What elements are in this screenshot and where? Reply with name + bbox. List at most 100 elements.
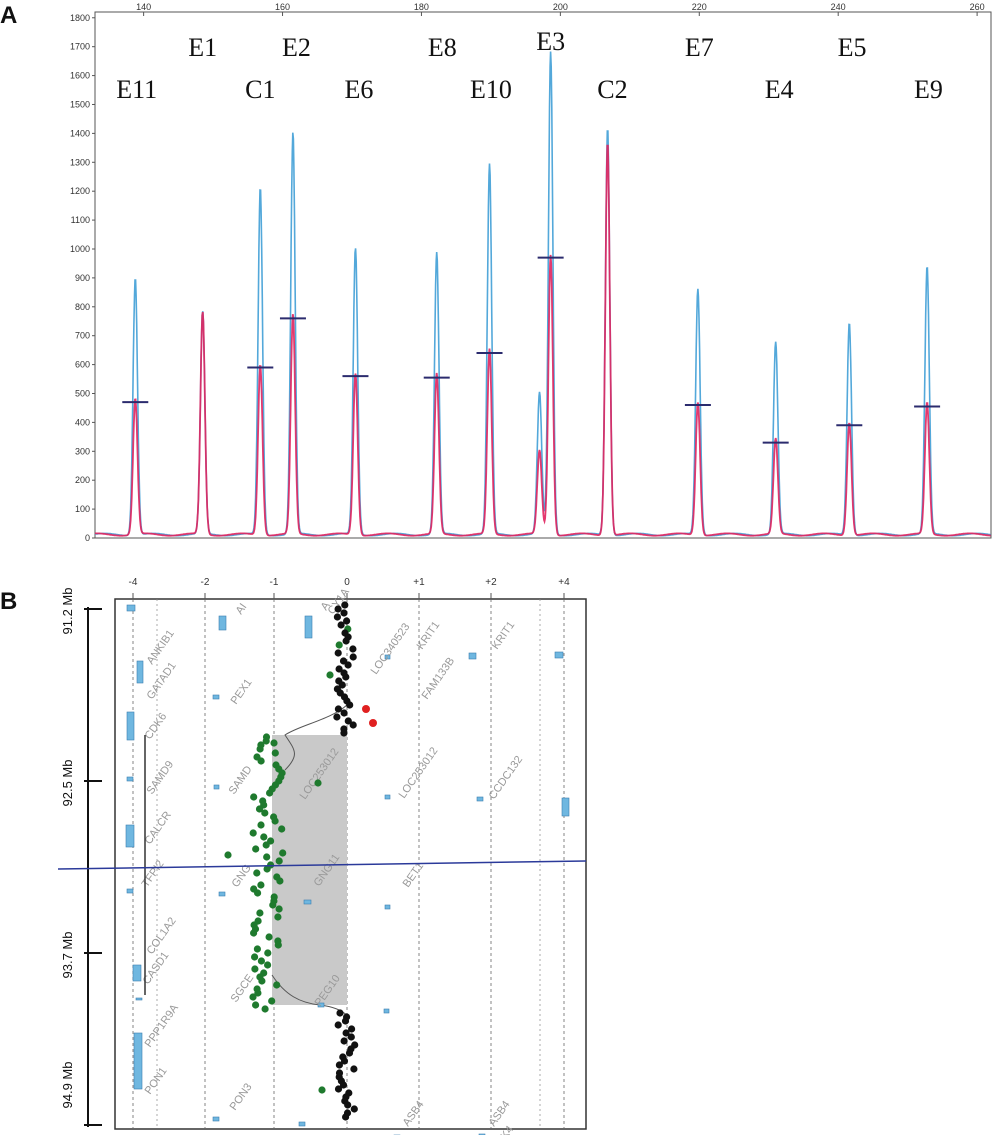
probe-point-gain: [369, 719, 377, 727]
probe-point: [344, 717, 352, 725]
probe-point: [336, 1009, 344, 1017]
y-tick-label: 600: [75, 360, 90, 370]
probe-point: [346, 701, 354, 709]
probe-point: [347, 1033, 355, 1041]
probe-point-gain: [362, 705, 370, 713]
probe-point: [334, 605, 342, 613]
probe-point: [345, 1049, 354, 1057]
probe-point: [254, 889, 262, 897]
peak-label: E3: [536, 27, 565, 56]
y-tick-label: 1200: [70, 186, 90, 196]
probe-point: [249, 993, 257, 1001]
probe-point: [334, 705, 342, 713]
gene-feature: [561, 797, 570, 817]
x-tick-label: 180: [414, 2, 429, 12]
b-x-tick-label: +1: [413, 577, 425, 588]
gene-feature: [126, 711, 135, 741]
probe-point: [265, 933, 273, 941]
probe-point: [253, 869, 261, 877]
probe-point: [269, 901, 277, 909]
probe-point: [275, 857, 283, 865]
mb-label: 92.5 Mb: [60, 760, 75, 807]
probe-point: [250, 929, 258, 937]
probe-point: [279, 849, 287, 857]
gene-feature: [133, 1032, 143, 1090]
probe-point: [314, 779, 322, 787]
probe-point: [335, 665, 343, 673]
b-x-tick-label: 0: [344, 577, 350, 588]
peak-label: E2: [282, 33, 311, 62]
probe-point: [333, 613, 341, 621]
probe-point: [338, 681, 346, 689]
probe-point: [343, 617, 351, 625]
probe-point: [342, 637, 350, 645]
y-tick-label: 100: [75, 504, 90, 514]
y-tick-label: 300: [75, 446, 90, 456]
y-tick-label: 1100: [71, 215, 90, 225]
x-tick-label: 260: [970, 2, 985, 12]
gene-feature: [298, 1121, 306, 1127]
gene-feature: [317, 1002, 325, 1008]
b-x-axis: -4 -2 -1 0 +1 +2 +4: [129, 577, 570, 599]
probe-point: [224, 851, 232, 859]
gene-feature: [213, 784, 220, 790]
probe-point: [342, 673, 350, 681]
probe-point: [337, 621, 345, 629]
probe-point: [256, 745, 264, 753]
gene-feature: [218, 615, 227, 631]
probe-point: [255, 805, 264, 813]
gene-feature: [126, 776, 134, 782]
probe-point: [268, 997, 276, 1005]
y-tick-label: 1600: [70, 71, 90, 81]
x-axis: 140 160 180 200 220 240 260: [136, 2, 985, 16]
probe-point: [341, 601, 349, 609]
peak-label: E8: [428, 33, 457, 62]
gene-feature: [212, 694, 220, 700]
probe-point: [344, 661, 352, 669]
probe-point: [334, 649, 342, 657]
gene-feature: [384, 794, 391, 800]
peak-label: E11: [116, 75, 157, 104]
probe-point: [340, 709, 348, 717]
gene-features: [125, 604, 570, 1135]
probe-point: [262, 737, 270, 745]
position-cursor: [57, 860, 587, 870]
gene-feature: [383, 1008, 390, 1014]
probe-point: [264, 961, 272, 969]
y-tick-label: 0: [85, 533, 90, 543]
probe-point: [340, 1037, 348, 1045]
gene-feature: [126, 888, 134, 894]
panel-a-letter: A: [0, 2, 18, 29]
probe-point: [254, 989, 262, 997]
x-tick-label: 220: [692, 2, 707, 12]
electropherogram-chart: 140 160 180 200 220 240 260 0 100 200 300 400 500 60…: [70, 2, 992, 543]
probe-point: [349, 721, 357, 729]
plot-frame: [94, 11, 992, 539]
probe-point: [261, 1005, 269, 1013]
probe-point: [251, 965, 259, 973]
chromosome-axis: 91.2 Mb 92.5 Mb 93.7 Mb 94.9 Mb: [60, 588, 146, 1127]
mb-label: 91.2 Mb: [60, 588, 75, 635]
probe-point: [262, 841, 270, 849]
peak-label: C2: [597, 75, 627, 104]
gene-feature: [136, 660, 144, 684]
peak-label: E9: [914, 75, 943, 104]
y-tick-label: 1400: [70, 128, 90, 138]
gene-feature: [212, 1116, 220, 1122]
probe-point: [256, 909, 264, 917]
probe-point: [257, 957, 265, 965]
peak-label: E5: [838, 33, 867, 62]
probe-point: [278, 825, 286, 833]
gene-feature: [135, 997, 143, 1001]
y-tick-label: 800: [75, 302, 90, 312]
y-tick-label: 900: [75, 273, 90, 283]
probe-points: [224, 601, 377, 1121]
y-tick-label: 1300: [70, 157, 90, 167]
probe-point: [341, 1017, 350, 1025]
probe-point: [263, 865, 271, 873]
b-x-tick-label: -4: [129, 577, 138, 588]
probe-point: [257, 881, 265, 889]
probe-point: [348, 1025, 356, 1033]
